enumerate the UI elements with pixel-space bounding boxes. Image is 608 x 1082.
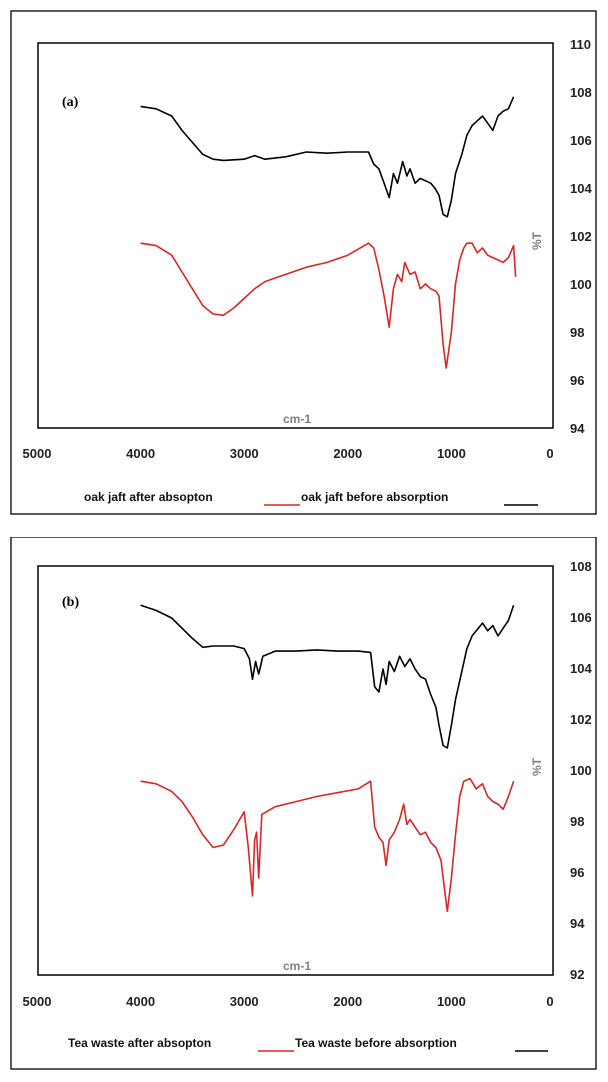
y-tick-label: 108 [570,85,592,100]
panel-a-border [11,11,596,514]
y-tick-label: 106 [570,610,592,625]
y-ticks-a: 110 108 106 104 102 100 98 96 94 [570,37,592,436]
y-tick-label: 104 [570,661,592,676]
y-tick-label: 110 [570,37,591,52]
y-tick-label: 104 [570,181,592,196]
x-ticks-b: 5000 4000 3000 2000 1000 0 [23,994,554,1009]
chart-a-svg: (a) cm-1 %T 5000 4000 3000 2000 1000 0 1… [0,0,608,545]
y-tick-label: 102 [570,712,592,727]
legend-before-label-b: Tea waste before absorption [295,1036,457,1050]
legend-after-label-b: Tea waste after absopton [68,1036,211,1050]
legend-before-label-a: oak jaft before absorption [301,490,448,504]
chart-b-svg: (b) cm-1 %T 5000 4000 3000 2000 1000 0 1… [0,537,608,1082]
plot-area-b [38,566,553,975]
x-tick-label: 3000 [230,994,259,1009]
x-tick-label: 2000 [333,446,362,461]
y-tick-label: 94 [570,421,585,436]
x-tick-label: 0 [546,446,553,461]
x-tick-label: 2000 [333,994,362,1009]
x-tick-label: 1000 [437,994,466,1009]
panel-b: (b) cm-1 %T 5000 4000 3000 2000 1000 0 1… [0,537,608,1082]
x-tick-label: 0 [546,994,553,1009]
y-tick-label: 100 [570,277,592,292]
panel-label-b: (b) [62,595,79,610]
x-tick-label: 4000 [126,994,155,1009]
series-group-a [141,97,516,368]
legend-b: Tea waste after absopton Tea waste befor… [68,1036,548,1051]
legend-a: oak jaft after absopton oak jaft before … [84,490,538,505]
y-tick-label: 94 [570,916,585,931]
y-tick-label: 102 [570,229,592,244]
panel-label-a: (a) [62,95,79,110]
y-tick-label: 100 [570,763,592,778]
y-tick-label: 98 [570,814,584,829]
y-tick-label: 98 [570,325,584,340]
x-tick-label: 4000 [126,446,155,461]
series-group-b [141,605,514,911]
x-tick-label: 1000 [437,446,466,461]
y-axis-label-b: %T [530,757,544,776]
y-tick-label: 106 [570,133,592,148]
series-line-after [141,243,516,368]
series-line-before [141,605,514,748]
series-line-after [141,779,514,912]
x-tick-label: 5000 [23,446,52,461]
y-ticks-b: 108 106 104 102 100 98 96 94 92 [570,559,592,982]
x-axis-label-a: cm-1 [283,412,311,426]
y-tick-label: 108 [570,559,592,574]
y-tick-label: 96 [570,865,584,880]
plot-area-a [38,43,553,428]
panel-a: (a) cm-1 %T 5000 4000 3000 2000 1000 0 1… [0,0,608,545]
series-line-before [141,97,514,217]
x-tick-label: 3000 [230,446,259,461]
x-ticks-a: 5000 4000 3000 2000 1000 0 [23,446,554,461]
y-tick-label: 96 [570,373,584,388]
panel-b-border [11,537,596,1069]
x-tick-label: 5000 [23,994,52,1009]
x-axis-label-b: cm-1 [283,959,311,973]
y-tick-label: 92 [570,967,584,982]
y-axis-label-a: %T [530,231,544,250]
legend-after-label-a: oak jaft after absopton [84,490,213,504]
